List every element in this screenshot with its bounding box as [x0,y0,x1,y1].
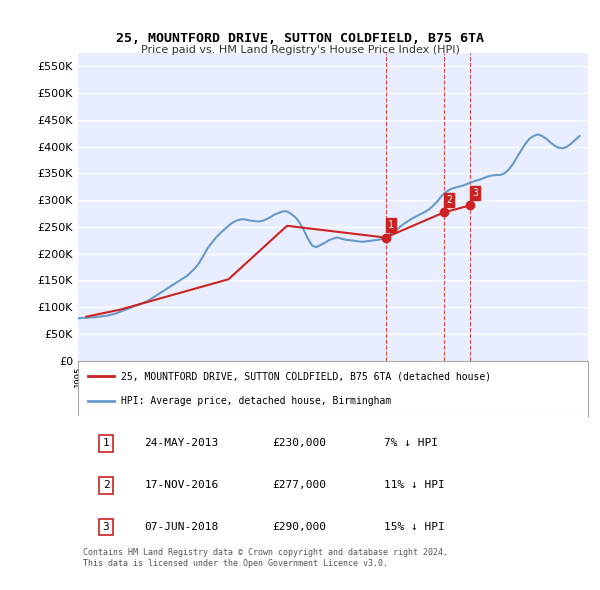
Text: £230,000: £230,000 [272,438,326,448]
Text: 24-MAY-2013: 24-MAY-2013 [145,438,218,448]
Text: 25, MOUNTFORD DRIVE, SUTTON COLDFIELD, B75 6TA: 25, MOUNTFORD DRIVE, SUTTON COLDFIELD, B… [116,32,484,45]
Text: Price paid vs. HM Land Registry's House Price Index (HPI): Price paid vs. HM Land Registry's House … [140,45,460,55]
Text: 1: 1 [103,438,109,448]
Text: 2: 2 [446,195,452,205]
Text: HPI: Average price, detached house, Birmingham: HPI: Average price, detached house, Birm… [121,396,392,406]
Text: 7% ↓ HPI: 7% ↓ HPI [384,438,438,448]
Text: 17-NOV-2016: 17-NOV-2016 [145,480,218,490]
Text: £290,000: £290,000 [272,522,326,532]
Text: 07-JUN-2018: 07-JUN-2018 [145,522,218,532]
Text: 3: 3 [103,522,109,532]
Text: 1: 1 [388,220,394,230]
Text: 15% ↓ HPI: 15% ↓ HPI [384,522,445,532]
Text: 11% ↓ HPI: 11% ↓ HPI [384,480,445,490]
Text: 2: 2 [103,480,109,490]
Text: Contains HM Land Registry data © Crown copyright and database right 2024.
This d: Contains HM Land Registry data © Crown c… [83,548,448,568]
Text: 25, MOUNTFORD DRIVE, SUTTON COLDFIELD, B75 6TA (detached house): 25, MOUNTFORD DRIVE, SUTTON COLDFIELD, B… [121,371,491,381]
Text: £277,000: £277,000 [272,480,326,490]
Text: 3: 3 [472,188,478,198]
